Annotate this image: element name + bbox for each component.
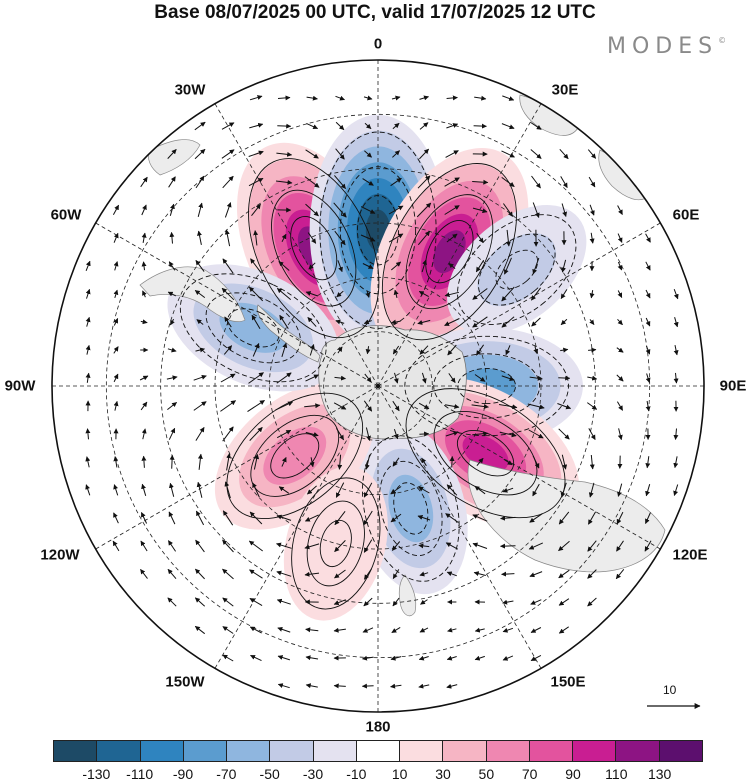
lon-label-150w: 150W (165, 674, 204, 691)
colorbar-cell-4 (227, 740, 270, 762)
colorbar-cell-11 (530, 740, 573, 762)
reference-vector-label: 10 (663, 683, 676, 697)
colorbar-cell-1 (97, 740, 140, 762)
colorbar-cell-2 (141, 740, 184, 762)
wind-vector-199 (558, 378, 569, 379)
colorbar-tick-3: -70 (216, 766, 236, 782)
lon-label-90e: 90E (720, 378, 747, 395)
lon-label-30e: 30E (552, 82, 579, 99)
wind-vector-395 (362, 686, 373, 687)
lon-label-60w: 60W (51, 207, 82, 224)
colorbar-tick-7: 10 (392, 766, 408, 782)
colorbar-tick-0: -130 (82, 766, 110, 782)
colorbar-cell-12 (573, 740, 616, 762)
colorbar-tick-5: -30 (303, 766, 323, 782)
colorbar-tick-10: 70 (522, 766, 538, 782)
south-pole-marker (376, 384, 380, 388)
colorbar-cell-9 (443, 740, 486, 762)
colorbar-cell-3 (184, 740, 227, 762)
wind-vector-13 (277, 126, 290, 127)
lon-label-60e: 60E (673, 207, 700, 224)
antarctica (319, 326, 467, 439)
colorbar (53, 740, 703, 762)
colorbar-cell-7 (357, 740, 400, 762)
lon-label-120e: 120E (672, 547, 707, 564)
wind-vector-238 (419, 434, 428, 435)
wind-vector-20 (474, 126, 487, 127)
colorbar-tick-8: 30 (435, 766, 451, 782)
colorbar-cell-14 (660, 740, 703, 762)
lon-label-150e: 150E (550, 674, 585, 691)
lon-label-120w: 120W (40, 547, 79, 564)
colorbar-cell-10 (487, 740, 530, 762)
colorbar-tick-13: 130 (648, 766, 671, 782)
lon-label-90w: 90W (5, 378, 36, 395)
colorbar-tick-2: -90 (173, 766, 193, 782)
colorbar-cell-13 (616, 740, 659, 762)
lon-label-30w: 30W (175, 82, 206, 99)
colorbar-tick-6: -10 (346, 766, 366, 782)
lon-label-0: 0 (374, 36, 382, 53)
wind-vector-251 (172, 455, 173, 468)
colorbar-cell-8 (400, 740, 443, 762)
wind-vector-261 (452, 457, 453, 468)
colorbar-tick-9: 50 (479, 766, 495, 782)
colorbar-tick-12: 110 (605, 766, 627, 782)
colorbar-ticks: -130 -110 -90 -70 -50 -30 -10 10 30 50 70 90 110 130 (53, 766, 703, 784)
lon-label-180: 180 (365, 719, 390, 736)
colorbar-tick-1: -110 (126, 766, 153, 782)
colorbar-tick-11: 90 (565, 766, 581, 782)
colorbar-cell-5 (270, 740, 313, 762)
colorbar-tick-4: -50 (260, 766, 280, 782)
colorbar-cell-6 (314, 740, 357, 762)
colorbar-cell-0 (53, 740, 97, 762)
